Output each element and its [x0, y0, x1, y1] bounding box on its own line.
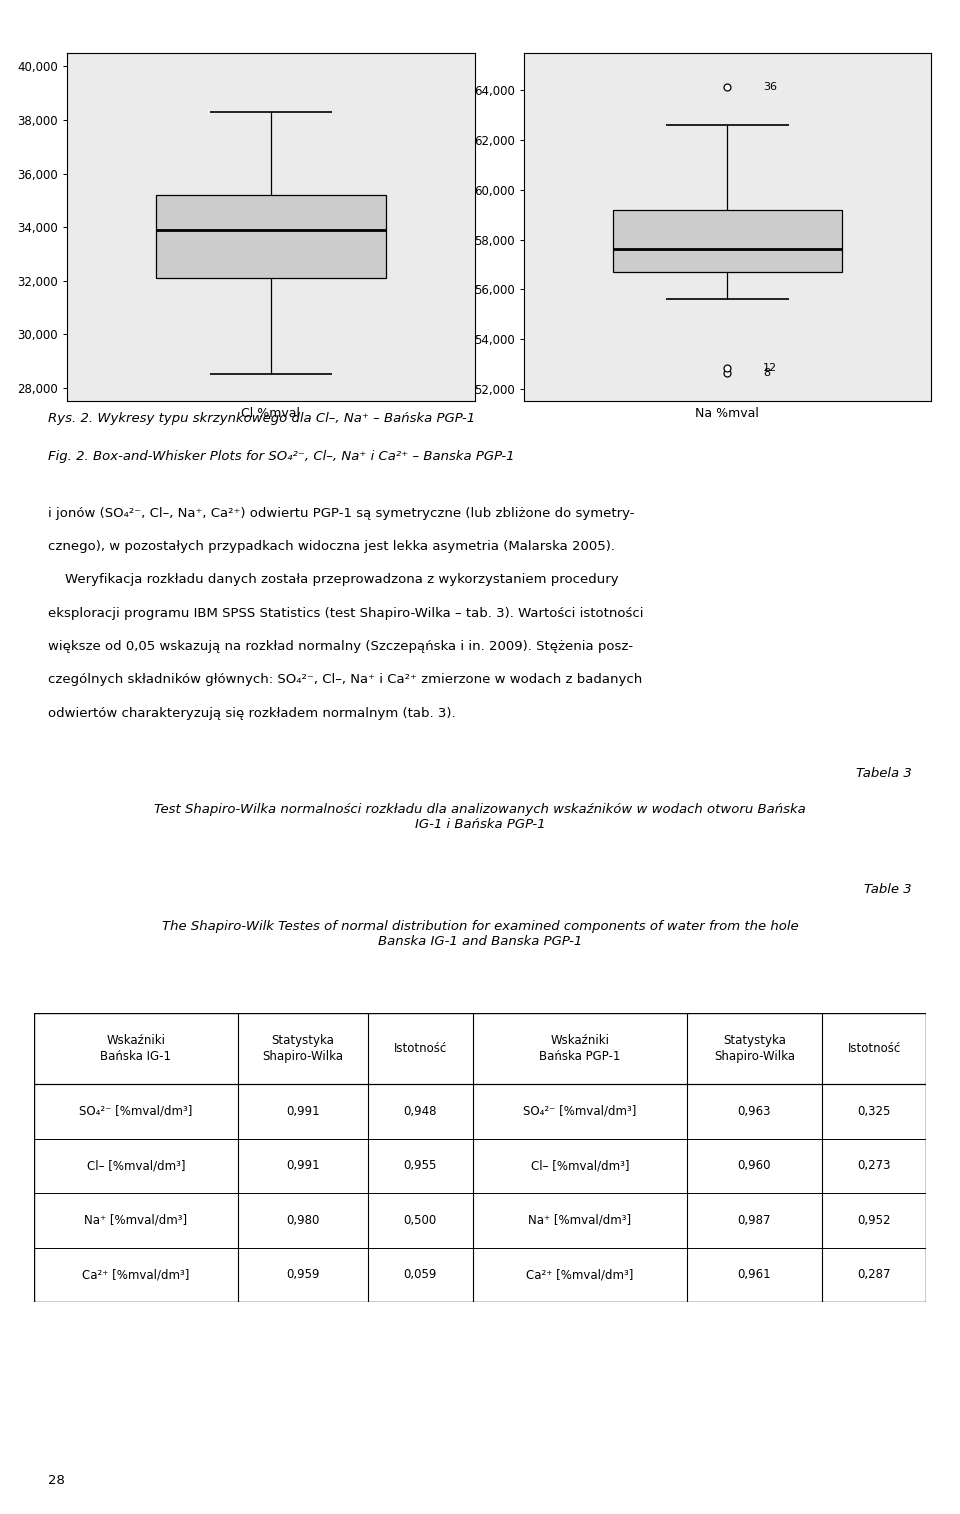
- Text: Ca²⁺ [%mval/dm³]: Ca²⁺ [%mval/dm³]: [83, 1269, 189, 1281]
- Text: Wskaźniki
Bańska PGP-1: Wskaźniki Bańska PGP-1: [540, 1034, 620, 1063]
- Text: Tabela 3: Tabela 3: [856, 766, 912, 780]
- Text: Wskaźniki
Bańska IG-1: Wskaźniki Bańska IG-1: [101, 1034, 171, 1063]
- Text: 0,963: 0,963: [737, 1105, 771, 1117]
- Text: 12: 12: [763, 363, 778, 372]
- Text: Istotność: Istotność: [848, 1042, 900, 1055]
- X-axis label: Na %mval: Na %mval: [695, 407, 759, 419]
- Text: 0,059: 0,059: [403, 1269, 437, 1281]
- Text: 36: 36: [763, 82, 777, 91]
- Text: 8: 8: [763, 368, 770, 377]
- Text: Test Shapiro-Wilka normalności rozkładu dla analizowanych wskaźników w wodach ot: Test Shapiro-Wilka normalności rozkładu …: [155, 804, 805, 831]
- Text: Fig. 2. Box-and-Whisker Plots for SO₄²⁻, Cl–, Na⁺ i Ca²⁺ – Banska PGP-1: Fig. 2. Box-and-Whisker Plots for SO₄²⁻,…: [48, 450, 515, 463]
- Text: Na⁺ [%mval/dm³]: Na⁺ [%mval/dm³]: [84, 1214, 187, 1226]
- Text: 0,287: 0,287: [857, 1269, 891, 1281]
- Text: 0,500: 0,500: [403, 1214, 437, 1226]
- Text: 0,960: 0,960: [737, 1160, 771, 1172]
- Text: Cl– [%mval/dm³]: Cl– [%mval/dm³]: [531, 1160, 629, 1172]
- Text: odwiertów charakteryzują się rozkładem normalnym (tab. 3).: odwiertów charakteryzują się rozkładem n…: [48, 707, 456, 719]
- Text: Statystyka
Shapiro-Wilka: Statystyka Shapiro-Wilka: [714, 1034, 795, 1063]
- Text: The Shapiro-Wilk Testes of normal distribution for examined components of water : The Shapiro-Wilk Testes of normal distri…: [161, 921, 799, 948]
- Text: 28: 28: [48, 1473, 65, 1487]
- Text: Weryfikacja rozkładu danych została przeprowadzona z wykorzystaniem procedury: Weryfikacja rozkładu danych została prze…: [48, 574, 618, 586]
- Text: 0,961: 0,961: [737, 1269, 771, 1281]
- Text: cznego), w pozostałych przypadkach widoczna jest lekka asymetria (Malarska 2005): cznego), w pozostałych przypadkach widoc…: [48, 540, 615, 553]
- Text: 0,991: 0,991: [286, 1105, 320, 1117]
- Text: Table 3: Table 3: [864, 883, 912, 896]
- Text: czególnych składników głównych: SO₄²⁻, Cl–, Na⁺ i Ca²⁺ zmierzone w wodach z bada: czególnych składników głównych: SO₄²⁻, C…: [48, 674, 642, 686]
- Text: 0,959: 0,959: [286, 1269, 320, 1281]
- X-axis label: Cl %mval: Cl %mval: [242, 407, 300, 419]
- Text: Na⁺ [%mval/dm³]: Na⁺ [%mval/dm³]: [528, 1214, 632, 1226]
- Text: większe od 0,05 wskazują na rozkład normalny (Szczepąńska i in. 2009). Stężenia : większe od 0,05 wskazują na rozkład norm…: [48, 640, 634, 653]
- Text: SO₄²⁻ [%mval/dm³]: SO₄²⁻ [%mval/dm³]: [79, 1105, 193, 1117]
- Text: Ca²⁺ [%mval/dm³]: Ca²⁺ [%mval/dm³]: [526, 1269, 634, 1281]
- Text: 0,948: 0,948: [403, 1105, 437, 1117]
- Text: 0,987: 0,987: [737, 1214, 771, 1226]
- Text: 0,980: 0,980: [286, 1214, 320, 1226]
- Text: 0,955: 0,955: [403, 1160, 437, 1172]
- Text: Cl– [%mval/dm³]: Cl– [%mval/dm³]: [86, 1160, 185, 1172]
- Bar: [156, 195, 386, 279]
- Text: 0,325: 0,325: [857, 1105, 891, 1117]
- Text: SO₄²⁻ [%mval/dm³]: SO₄²⁻ [%mval/dm³]: [523, 1105, 636, 1117]
- Text: eksploracji programu IBM SPSS Statistics (test Shapiro-Wilka – tab. 3). Wartości: eksploracji programu IBM SPSS Statistics…: [48, 607, 643, 619]
- Text: i jonów (SO₄²⁻, Cl–, Na⁺, Ca²⁺) odwiertu PGP-1 są symetryczne (lub zbliżone do s: i jonów (SO₄²⁻, Cl–, Na⁺, Ca²⁺) odwiertu…: [48, 507, 635, 519]
- Text: 0,273: 0,273: [857, 1160, 891, 1172]
- Text: 0,952: 0,952: [857, 1214, 891, 1226]
- Text: Statystyka
Shapiro-Wilka: Statystyka Shapiro-Wilka: [262, 1034, 344, 1063]
- Bar: [612, 209, 842, 273]
- Text: 0,991: 0,991: [286, 1160, 320, 1172]
- Text: Istotność: Istotność: [394, 1042, 446, 1055]
- Text: Rys. 2. Wykresy typu skrzynkowego dla Cl–, Na⁺ – Bańska PGP-1: Rys. 2. Wykresy typu skrzynkowego dla Cl…: [48, 412, 475, 425]
